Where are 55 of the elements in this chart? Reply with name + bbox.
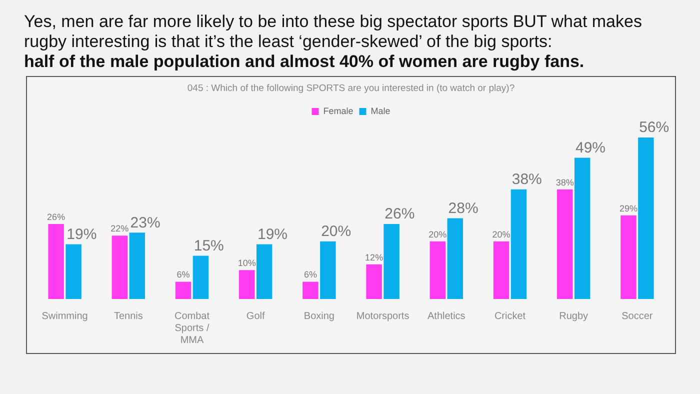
bar <box>510 189 527 299</box>
x-tick-label: Athletics <box>428 310 466 322</box>
x-tick-label: Boxing <box>304 310 334 322</box>
chart-title: Yes, men are far more likely to be into these big spectator sports BUT what makes rugby interesting is that it’s the least ‘gender-skewed’ of the big sports: <box>24 12 642 51</box>
data-label: 26% <box>384 206 415 223</box>
bar <box>620 215 636 299</box>
bar <box>192 256 209 299</box>
legend-label: Male <box>370 106 390 116</box>
legend-label: Female <box>323 106 354 116</box>
data-label: 23% <box>130 214 160 232</box>
data-label: 19% <box>66 226 97 243</box>
text: 045 : Which of the following SPORTS are you interested in (to watch or play)? <box>186 83 516 94</box>
bar <box>238 270 255 299</box>
chart-subtitle: half of the male population and almost 40% of women are rugby fans. <box>24 52 586 72</box>
data-label: 20% <box>428 229 447 240</box>
bar <box>48 224 64 299</box>
bar <box>129 232 146 299</box>
data-label: 28% <box>448 200 478 217</box>
bar <box>638 138 654 299</box>
x-tick-label: Combat Sports / MMA <box>174 310 210 346</box>
bar <box>366 264 382 299</box>
bar <box>493 241 510 299</box>
bar <box>112 236 128 299</box>
bar <box>320 241 336 299</box>
x-tick-label: Rugby <box>559 310 588 322</box>
x-tick-label: Tennis <box>114 310 143 322</box>
x-tick-label: Soccer <box>622 310 654 322</box>
data-label: 56% <box>639 119 670 136</box>
bar <box>556 189 573 299</box>
data-label: 6% <box>176 270 190 280</box>
bar <box>384 224 400 299</box>
bar <box>430 241 446 299</box>
x-tick-label: Swimming <box>42 310 88 322</box>
data-label: 6% <box>304 270 317 280</box>
data-label: 19% <box>257 226 288 243</box>
x-tick-label: Golf <box>246 310 265 322</box>
x-tick-label: Cricket <box>494 310 526 322</box>
data-label: 38% <box>556 177 574 188</box>
bar <box>175 282 192 299</box>
data-label: 38% <box>512 171 542 188</box>
bar <box>66 244 82 299</box>
data-label: 10% <box>238 258 256 268</box>
data-label: 20% <box>321 222 352 240</box>
data-label: 22% <box>110 224 129 234</box>
x-tick-label: Motorsports <box>356 310 410 322</box>
bar <box>574 158 590 299</box>
bar <box>302 282 318 299</box>
data-label: 12% <box>365 252 384 262</box>
data-label: 26% <box>47 212 66 222</box>
bar <box>256 244 272 299</box>
data-label: 49% <box>575 139 606 156</box>
data-label: 20% <box>492 229 510 240</box>
data-label: 29% <box>619 203 638 214</box>
bar <box>447 218 464 299</box>
data-label: 15% <box>194 237 224 254</box>
